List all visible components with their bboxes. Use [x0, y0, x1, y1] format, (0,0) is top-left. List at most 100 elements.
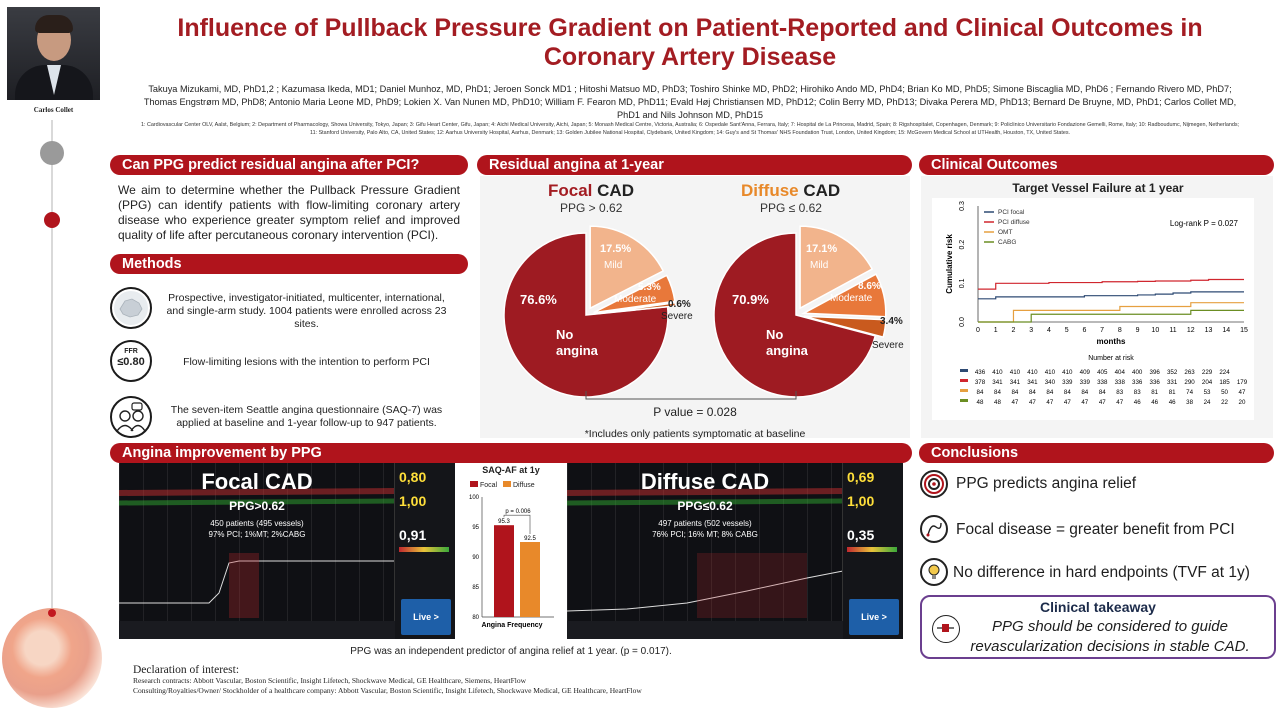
- ffr-icon: FFR ≤0.80: [110, 340, 152, 382]
- km-risk-value: 48: [994, 399, 1001, 406]
- focal-slice-no: [503, 232, 669, 398]
- focal-live-button[interactable]: Live >: [401, 599, 451, 635]
- km-risk-value: 83: [1134, 389, 1141, 396]
- section-conclusions: Conclusions: [919, 443, 1274, 463]
- km-line-pci-diffuse: [978, 278, 1244, 290]
- focal-no-angina-pct: 76.6%: [520, 292, 557, 307]
- km-risk-value: 24: [1204, 399, 1211, 406]
- diffuse-moderate-pct: 8.6%: [858, 281, 881, 292]
- diffuse-val-2: 1,00: [847, 493, 875, 509]
- focal-val-3: 0,91: [399, 527, 427, 543]
- km-number-at-risk-label: Number at risk: [1088, 355, 1134, 362]
- km-risk-value: 410: [1062, 369, 1073, 376]
- declaration-title: Declaration of interest:: [133, 664, 240, 676]
- bar-focal: [494, 525, 514, 617]
- km-xtick: 0: [976, 327, 980, 334]
- km-line-omt: [978, 302, 1244, 323]
- km-risk-value: 185: [1219, 379, 1230, 386]
- diffuse-angina-label: angina: [766, 343, 808, 358]
- catheter-icon: [932, 615, 960, 643]
- km-risk-value: 47: [1099, 399, 1106, 406]
- km-risk-value: 410: [1010, 369, 1021, 376]
- km-risk-swatch: [960, 399, 968, 402]
- heart-illustration: [2, 608, 102, 708]
- km-xtick: 7: [1100, 327, 1104, 334]
- km-risk-value: 84: [1064, 389, 1071, 396]
- diffuse-screen-toolbar: [567, 621, 843, 639]
- km-risk-value: 352: [1167, 369, 1178, 376]
- poster-title: Influence of Pullback Pressure Gradient …: [177, 14, 1203, 71]
- diffuse-tracings: [567, 488, 843, 618]
- focal-screen-ppg: PPG>0.62: [229, 499, 285, 513]
- diffuse-moderate-label: Moderate: [830, 293, 873, 304]
- section-question: Can PPG predict residual angina after PC…: [110, 155, 468, 175]
- km-xtick: 5: [1065, 327, 1069, 334]
- km-risk-value: 336: [1150, 379, 1161, 386]
- km-risk-value: 263: [1184, 369, 1195, 376]
- diffuse-slice-no: [713, 232, 877, 398]
- km-xtick: 12: [1187, 327, 1195, 334]
- timeline-dot-grey: [40, 141, 64, 165]
- km-ytick: 0.3: [959, 201, 966, 211]
- km-risk-value: 74: [1186, 389, 1193, 396]
- intro-text: We aim to determine whether the Pullback…: [118, 183, 460, 242]
- diffuse-val-3: 0,35: [847, 527, 875, 543]
- diffuse-severe-pct: 3.4%: [880, 316, 903, 327]
- km-risk-value: 81: [1151, 389, 1158, 396]
- km-risk-value: 84: [1081, 389, 1088, 396]
- km-xtick: 8: [1118, 327, 1122, 334]
- km-risk-value: 48: [977, 399, 984, 406]
- km-risk-value: 81: [1169, 389, 1176, 396]
- km-risk-value: 84: [994, 389, 1001, 396]
- km-xtick: 9: [1136, 327, 1140, 334]
- km-risk-value: 396: [1150, 369, 1161, 376]
- conclusion-3: No difference in hard endpoints (TVF at …: [953, 564, 1250, 581]
- km-risk-value: 331: [1167, 379, 1178, 386]
- km-risk-value: 47: [1116, 399, 1123, 406]
- timeline-dot-end: [48, 609, 56, 617]
- km-ytick: 0.1: [959, 278, 966, 288]
- diffuse-live-button[interactable]: Live >: [849, 599, 899, 635]
- bar-ytick: 95: [472, 525, 479, 531]
- km-xlabel: months: [1097, 337, 1126, 346]
- takeaway-title: Clinical takeaway: [1040, 599, 1156, 615]
- focal-mild-pct: 17.5%: [600, 243, 632, 255]
- declaration-line-2: Consulting/Royalties/Owner/ Stockholder …: [133, 686, 642, 695]
- diffuse-no-angina-pct: 70.9%: [732, 292, 769, 307]
- km-legend-label: PCI focal: [998, 209, 1025, 216]
- focal-no-label: No: [556, 327, 574, 342]
- focal-val-2: 1,00: [399, 493, 427, 509]
- km-xtick: 3: [1029, 327, 1033, 334]
- km-xtick: 1: [994, 327, 998, 334]
- focal-pie-title-b: CAD: [597, 181, 634, 200]
- focal-pie-title-a: Focal: [548, 181, 593, 200]
- km-risk-value: 340: [1045, 379, 1056, 386]
- km-risk-value: 84: [1011, 389, 1018, 396]
- focal-moderate-pct: 5.3%: [638, 282, 661, 293]
- focal-pressure-screen: Focal CAD PPG>0.62 450 patients (495 ves…: [119, 463, 455, 639]
- diffuse-screen-title-b: CAD: [721, 469, 770, 494]
- lightbulb-icon: [920, 558, 948, 586]
- focal-screen-title-b: CAD: [264, 469, 313, 494]
- km-risk-value: 341: [1027, 379, 1038, 386]
- focal-val-1: 0,80: [399, 469, 427, 485]
- km-legend-label: OMT: [998, 229, 1012, 236]
- diffuse-screen-title: Diffuse CAD: [567, 469, 873, 495]
- km-risk-value: 47: [1029, 399, 1036, 406]
- diffuse-screen-ppg: PPG≤0.62: [677, 499, 733, 513]
- bar-ytick: 90: [472, 555, 479, 561]
- km-xtick: 10: [1151, 327, 1159, 334]
- km-risk-value: 410: [1045, 369, 1056, 376]
- improvement-caption: PPG was an independent predictor of angi…: [350, 646, 672, 657]
- km-risk-value: 378: [975, 379, 986, 386]
- km-risk-value: 83: [1116, 389, 1123, 396]
- bar-ytick: 100: [469, 495, 480, 501]
- timeline-rail: [51, 120, 53, 620]
- focal-screen-sidebar: 0,80 1,00 0,91 Live >: [394, 463, 455, 639]
- km-risk-value: 47: [1239, 389, 1246, 396]
- bar-legend: Focal Diffuse: [470, 481, 535, 489]
- km-risk-value: 436: [975, 369, 986, 376]
- km-chart: 0.00.10.20.30 1 2 3 4 5 6 7 8 9 10 11 12 13 14 15Cumula…: [932, 198, 1254, 420]
- diffuse-pie-title: Diffuse CAD: [741, 181, 840, 201]
- km-risk-value: 410: [992, 369, 1003, 376]
